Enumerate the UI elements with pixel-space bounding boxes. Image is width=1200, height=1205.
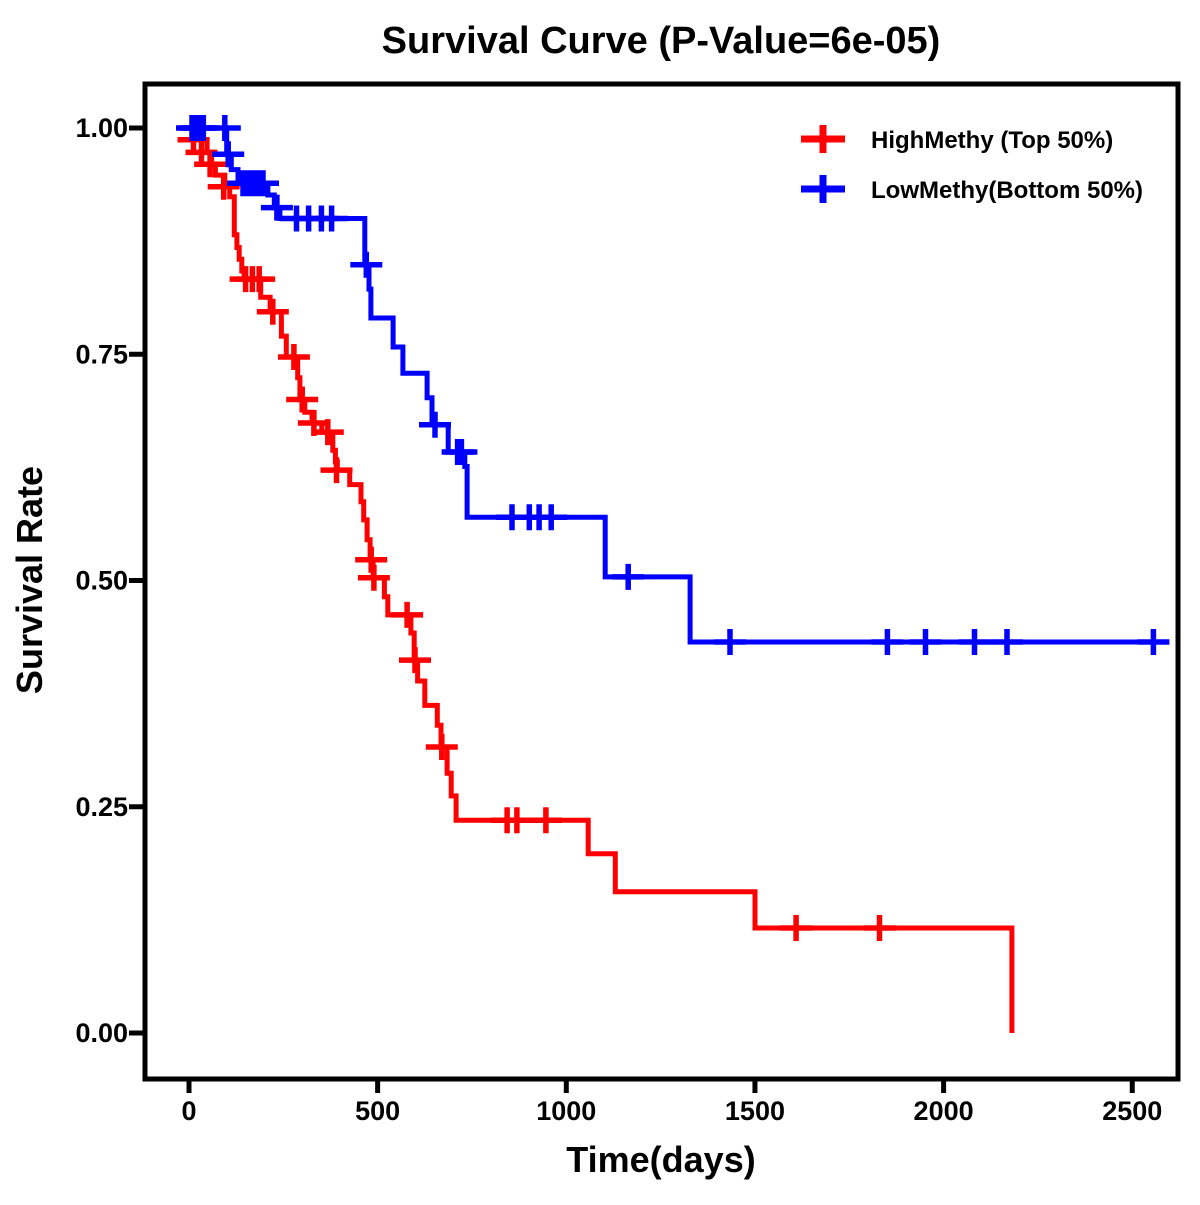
censor-mark-lowmethy <box>208 115 241 141</box>
km-curves <box>176 115 1170 1033</box>
legend-label-highmethy: HighMethy (Top 50%) <box>871 127 1113 154</box>
x-axis-label: Time(days) <box>566 1139 755 1180</box>
x-tick-label: 1000 <box>536 1096 596 1126</box>
censor-mark-lowmethy <box>871 629 904 655</box>
y-tick-label: 1.00 <box>75 113 128 143</box>
km-curve-highmethy <box>189 125 1015 1033</box>
censor-mark-highmethy <box>320 457 353 484</box>
censor-mark-lowmethy <box>212 141 245 168</box>
censor-mark-lowmethy <box>958 629 991 655</box>
censor-mark-lowmethy <box>350 251 383 278</box>
censor-mark-lowmethy <box>535 504 568 531</box>
censor-mark-lowmethy <box>247 170 279 197</box>
censor-mark-highmethy <box>529 807 562 834</box>
censor-mark-highmethy <box>277 344 310 370</box>
censor-mark-lowmethy <box>260 194 293 221</box>
lowmethy-cross-icon <box>801 175 845 203</box>
x-tick-label: 0 <box>181 1096 196 1126</box>
censor-mark-highmethy <box>399 647 431 674</box>
censor-mark-highmethy <box>500 807 533 834</box>
censor-mark-lowmethy <box>909 629 942 655</box>
censor-mark-lowmethy <box>315 205 348 232</box>
censor-mark-highmethy <box>391 601 424 628</box>
censor-mark-highmethy <box>425 734 458 760</box>
censor-mark-lowmethy <box>445 439 478 465</box>
censor-mark-highmethy <box>357 564 390 591</box>
x-tick-label: 1500 <box>725 1096 785 1126</box>
censor-mark-highmethy <box>863 915 896 941</box>
censor-mark-highmethy <box>207 173 240 200</box>
censor-mark-highmethy <box>243 266 276 293</box>
censor-mark-lowmethy <box>612 563 645 590</box>
x-tick-label: 2500 <box>1102 1096 1162 1126</box>
censor-mark-lowmethy <box>714 629 746 655</box>
legend: HighMethy (Top 50%) LowMethy(Bottom 50%) <box>801 125 1143 204</box>
highmethy-cross-icon <box>801 125 845 153</box>
km-series-lowmethy <box>176 115 1170 655</box>
censor-mark-highmethy <box>286 386 319 413</box>
legend-item-highmethy: HighMethy (Top 50%) <box>801 125 1113 154</box>
plot-frame <box>142 81 1181 1082</box>
censor-mark-highmethy <box>780 915 813 941</box>
y-axis-label: Survival Rate <box>9 466 50 694</box>
y-tick-label: 0.25 <box>75 792 128 822</box>
censor-mark-lowmethy <box>419 411 451 438</box>
censor-mark-highmethy <box>256 298 289 325</box>
y-tick-label: 0.00 <box>75 1018 128 1048</box>
chart-title: Survival Curve (P-Value=6e-05) <box>382 20 941 62</box>
legend-item-lowmethy: LowMethy(Bottom 50%) <box>801 175 1143 204</box>
km-curve-lowmethy <box>189 125 1166 645</box>
censor-mark-lowmethy <box>1137 629 1170 655</box>
censor-mark-highmethy <box>311 419 344 446</box>
x-tick-label: 2000 <box>914 1096 974 1126</box>
y-tick-label: 0.50 <box>75 566 128 596</box>
censor-mark-highmethy <box>194 151 227 178</box>
censor-mark-lowmethy <box>991 629 1023 655</box>
x-tick-label: 500 <box>355 1096 400 1126</box>
legend-label-lowmethy: LowMethy(Bottom 50%) <box>871 177 1143 204</box>
km-series-highmethy <box>177 125 1015 1033</box>
axis-ticks: 0 500 1000 1500 2000 2500 0.00 0.25 0.50 0.75 1.00 <box>75 113 1162 1126</box>
y-tick-label: 0.75 <box>75 339 128 369</box>
